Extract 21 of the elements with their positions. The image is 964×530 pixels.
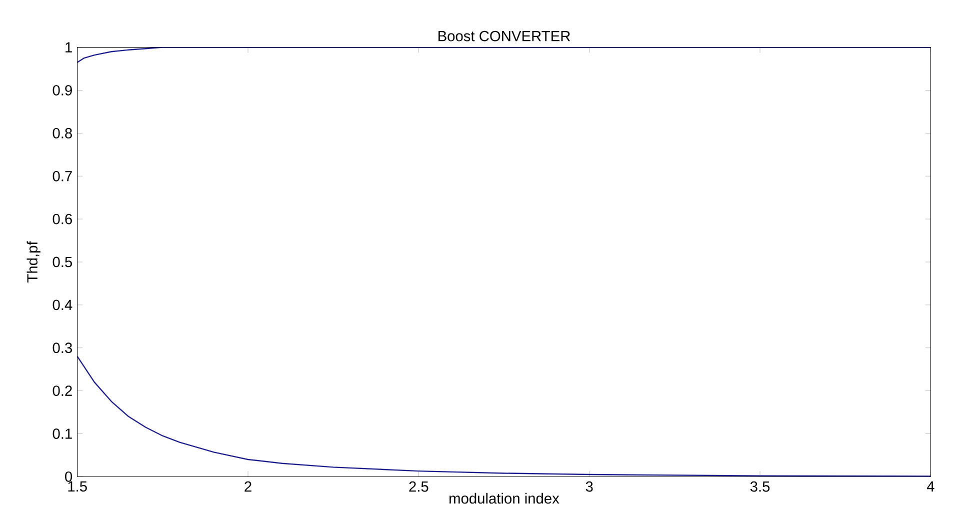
x-axis-title: modulation index xyxy=(450,492,560,504)
x-tick-label: 4 xyxy=(926,481,934,492)
y-tick-label: 0.9 xyxy=(52,85,72,96)
y-tick-label: 0.7 xyxy=(52,170,72,182)
y-tick-label: 0.1 xyxy=(52,428,72,439)
x-tick-label: 2 xyxy=(244,481,252,492)
y-tick-label: 0.3 xyxy=(52,342,72,354)
x-tick-label: 3 xyxy=(586,481,593,492)
line-series xyxy=(77,356,931,477)
y-axis-title: Thd,pf xyxy=(26,241,40,282)
y-tick-label: 1 xyxy=(66,42,72,52)
x-tick-label: 1.5 xyxy=(68,481,87,492)
y-tick-label: 0 xyxy=(65,471,72,482)
y-tick-label: 0.5 xyxy=(52,256,72,268)
y-tick-label: 0.6 xyxy=(52,214,72,224)
y-tick-label: 0.2 xyxy=(52,386,72,396)
x-tick-label: 2.5 xyxy=(409,481,428,492)
y-tick-label: 0.8 xyxy=(52,128,72,138)
x-tick-label: 3.5 xyxy=(750,481,770,492)
chart-title: Boost CONVERTER xyxy=(438,30,570,42)
y-tick-label: 0.4 xyxy=(52,300,72,310)
